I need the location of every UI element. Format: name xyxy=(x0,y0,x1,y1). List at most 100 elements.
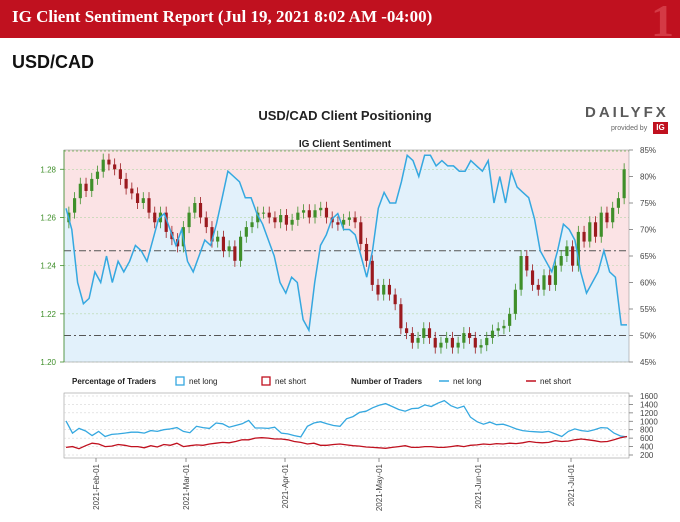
pct-tick-label: 55% xyxy=(640,305,656,314)
candle-body xyxy=(216,236,220,242)
candle-body xyxy=(347,217,351,220)
pct-tick-label: 60% xyxy=(640,279,656,288)
count-plot-frame xyxy=(63,392,630,459)
candle-body xyxy=(462,333,466,343)
price-tick-label: 1.28 xyxy=(40,165,56,174)
count-tick-label: 1000 xyxy=(640,417,658,426)
date-tick-label: 2021-Jun-01 xyxy=(474,463,483,508)
net-long-pct-line xyxy=(65,153,627,333)
net-short-count-line xyxy=(65,435,628,450)
net-long-count-line xyxy=(65,399,628,438)
legend-pct-title: Percentage of Traders xyxy=(72,377,157,386)
count-tick-label: 200 xyxy=(640,451,654,460)
candle-body xyxy=(307,210,311,218)
date-tick-label: 2021-Feb-01 xyxy=(92,463,101,509)
count-tick-label: 1600 xyxy=(640,392,658,401)
candle-body xyxy=(616,198,620,208)
pct-tick-label: 70% xyxy=(640,226,656,235)
candle-body xyxy=(548,275,552,285)
candle-body xyxy=(490,330,495,338)
net-long-area xyxy=(64,155,629,362)
candle-body xyxy=(588,222,592,242)
chart-subtitle: IG Client Sentiment xyxy=(299,139,392,150)
candle-body xyxy=(405,328,409,334)
candle-body xyxy=(84,183,88,191)
candle-body xyxy=(250,222,254,228)
candle-body xyxy=(576,231,580,266)
banner-decoration: 1 xyxy=(651,0,674,46)
candle-body xyxy=(95,171,100,179)
candle-body xyxy=(113,164,117,170)
candle-body xyxy=(239,236,243,261)
candle-body xyxy=(559,256,563,266)
pct-tick-label: 75% xyxy=(640,199,656,208)
candle-body xyxy=(324,207,329,218)
candle-body xyxy=(593,222,598,237)
price-tick-label: 1.24 xyxy=(40,262,56,271)
candle-body xyxy=(496,328,500,331)
candle-body xyxy=(359,222,363,244)
date-tick-label: 2021-Jul-01 xyxy=(567,463,576,506)
pct-tick-label: 65% xyxy=(640,252,656,261)
candle-body xyxy=(565,246,569,256)
candle-body xyxy=(124,178,128,189)
candle-body xyxy=(141,198,145,203)
legend-net-short-box xyxy=(261,376,271,386)
dailyfx-wordmark: DAILYFX xyxy=(585,104,669,121)
candle-body xyxy=(376,284,380,295)
candle-body xyxy=(433,337,437,348)
report-title: IG Client Sentiment Report (Jul 19, 2021… xyxy=(12,7,433,26)
candle-body xyxy=(130,188,134,194)
date-tick-label: 2021-Mar-01 xyxy=(182,463,191,509)
pct-tick-label: 80% xyxy=(640,173,656,182)
candle-body xyxy=(536,284,540,290)
candle-body xyxy=(233,246,237,261)
candle-body xyxy=(410,333,414,343)
candle-body xyxy=(450,337,454,348)
candle-body xyxy=(342,219,346,225)
candle-body xyxy=(244,227,248,237)
price-tick-label: 1.22 xyxy=(40,310,56,319)
candle-body xyxy=(479,345,483,348)
legend-net-long-box xyxy=(175,376,185,386)
candle-body xyxy=(290,219,294,225)
candle-body xyxy=(164,212,168,232)
candle-body xyxy=(90,178,94,191)
legend-net-short-pct: net short xyxy=(275,377,307,386)
candle-body xyxy=(416,337,420,343)
date-tick-label: 2021-Apr-01 xyxy=(281,463,290,508)
candle-body xyxy=(370,260,374,285)
ig-badge: IG xyxy=(653,122,668,134)
candle-body xyxy=(147,198,151,213)
candle-body xyxy=(519,256,523,290)
pct-tick-label: 45% xyxy=(640,358,656,367)
candle-body xyxy=(387,284,392,295)
legend-net-long-num: net long xyxy=(453,377,481,386)
provided-by-label: provided by xyxy=(611,125,648,132)
candle-body xyxy=(73,198,77,213)
candle-body xyxy=(353,217,357,223)
candle-body xyxy=(313,210,317,218)
count-tick-label: 800 xyxy=(640,426,654,435)
candle-body xyxy=(193,203,197,213)
candle-body xyxy=(622,169,626,199)
candle-body xyxy=(153,212,157,223)
candle-body xyxy=(599,212,603,237)
candle-body xyxy=(513,289,517,314)
date-tick-label: 2021-May-01 xyxy=(375,463,384,511)
candle-body xyxy=(284,215,288,225)
candle-body xyxy=(530,270,535,285)
candle-body xyxy=(107,159,111,165)
dailyfx-logo: DAILYFX provided by IG xyxy=(585,102,675,138)
candle-body xyxy=(296,212,300,220)
count-tick-label: 1200 xyxy=(640,409,658,418)
candle-body xyxy=(427,328,432,338)
candle-body xyxy=(118,169,122,179)
candle-body xyxy=(467,333,472,338)
candle-body xyxy=(399,304,403,329)
chart-title: USD/CAD Client Positioning xyxy=(258,108,431,123)
candle-body xyxy=(508,313,512,326)
candle-body xyxy=(571,246,575,266)
candle-body xyxy=(611,207,615,223)
